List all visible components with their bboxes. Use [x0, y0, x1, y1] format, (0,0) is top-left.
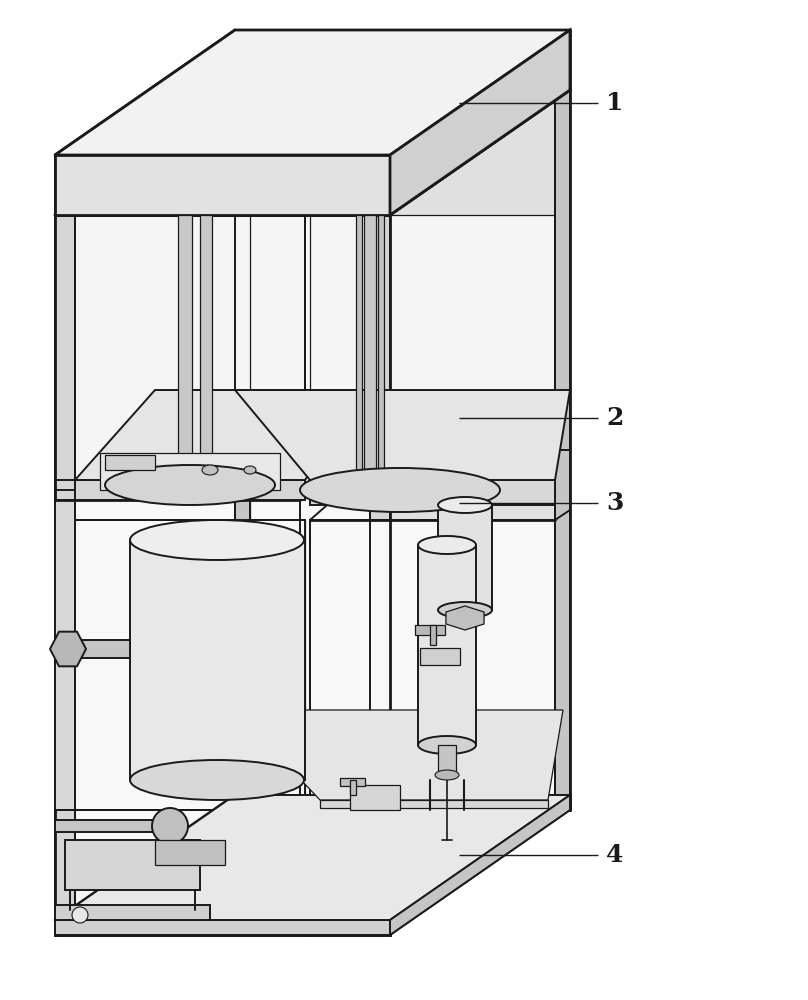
Polygon shape: [555, 90, 570, 810]
Polygon shape: [438, 745, 456, 775]
Text: 4: 4: [606, 843, 623, 867]
Polygon shape: [340, 778, 365, 786]
Polygon shape: [420, 648, 460, 665]
Polygon shape: [55, 920, 390, 935]
Text: 3: 3: [606, 491, 623, 515]
Polygon shape: [446, 606, 484, 630]
Polygon shape: [350, 780, 356, 795]
Ellipse shape: [435, 770, 459, 780]
Polygon shape: [75, 390, 370, 480]
Polygon shape: [418, 545, 476, 745]
Polygon shape: [55, 644, 80, 655]
Polygon shape: [310, 480, 555, 505]
Polygon shape: [55, 520, 305, 810]
Polygon shape: [55, 215, 75, 935]
Polygon shape: [105, 455, 155, 470]
Ellipse shape: [202, 465, 218, 475]
Polygon shape: [55, 30, 570, 155]
Text: 2: 2: [606, 406, 623, 430]
Ellipse shape: [244, 466, 256, 474]
Polygon shape: [80, 640, 130, 658]
Polygon shape: [55, 155, 390, 215]
Polygon shape: [350, 785, 400, 810]
Polygon shape: [55, 500, 75, 810]
Polygon shape: [356, 215, 362, 478]
Ellipse shape: [152, 808, 188, 844]
Ellipse shape: [105, 465, 275, 505]
Polygon shape: [235, 390, 570, 480]
Polygon shape: [415, 625, 445, 635]
Ellipse shape: [438, 497, 492, 513]
Polygon shape: [55, 820, 170, 832]
Polygon shape: [364, 215, 376, 478]
Polygon shape: [100, 453, 280, 490]
Polygon shape: [390, 90, 570, 935]
Polygon shape: [438, 505, 492, 610]
Polygon shape: [55, 215, 390, 935]
Polygon shape: [130, 540, 305, 780]
Polygon shape: [75, 215, 305, 490]
Ellipse shape: [72, 907, 88, 923]
Polygon shape: [200, 215, 212, 480]
Polygon shape: [55, 905, 210, 920]
Ellipse shape: [130, 760, 304, 800]
Polygon shape: [310, 520, 555, 810]
Polygon shape: [65, 840, 200, 890]
Polygon shape: [235, 90, 250, 810]
Ellipse shape: [438, 602, 492, 618]
Text: 1: 1: [606, 91, 623, 115]
Polygon shape: [320, 800, 548, 808]
Polygon shape: [235, 710, 563, 800]
Ellipse shape: [418, 736, 476, 754]
Polygon shape: [155, 840, 225, 865]
Ellipse shape: [300, 468, 500, 512]
Ellipse shape: [130, 520, 304, 560]
Polygon shape: [378, 215, 384, 478]
Ellipse shape: [418, 536, 476, 554]
Polygon shape: [50, 632, 86, 666]
Polygon shape: [75, 480, 305, 500]
Polygon shape: [390, 30, 570, 215]
Polygon shape: [390, 795, 570, 935]
Polygon shape: [310, 215, 555, 490]
Polygon shape: [370, 215, 390, 935]
Polygon shape: [55, 795, 570, 920]
Polygon shape: [178, 215, 192, 480]
Polygon shape: [430, 625, 436, 645]
